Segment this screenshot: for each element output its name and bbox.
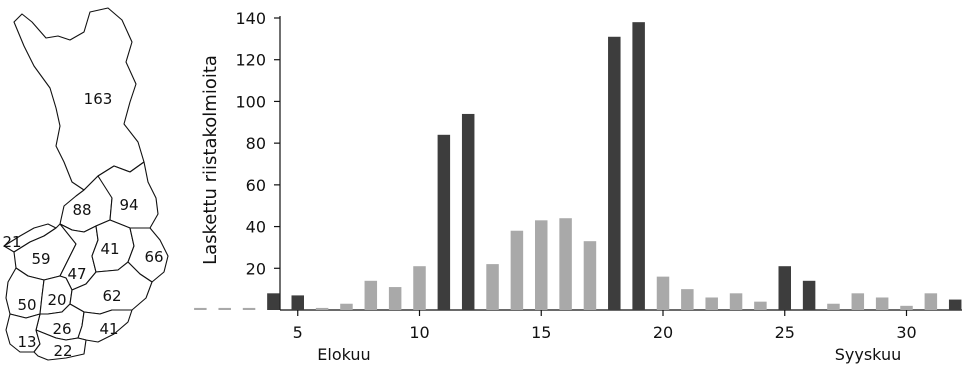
x-tick-label: 5 xyxy=(293,323,303,342)
bar-day-7 xyxy=(340,303,353,310)
y-tick-label: 100 xyxy=(235,92,266,111)
region-label-lappi: 163 xyxy=(84,90,113,108)
region-label-satakunta: 50 xyxy=(17,296,36,314)
bar-day-11 xyxy=(437,134,451,310)
x-tick-label: 15 xyxy=(531,323,551,342)
region-kainuu xyxy=(97,161,159,229)
region-label-etela-savo: 62 xyxy=(102,287,121,305)
y-tick-label: 20 xyxy=(246,259,266,278)
region-uusimaa xyxy=(33,329,87,361)
bar-day-29 xyxy=(875,297,889,310)
bar-day-2 xyxy=(218,307,231,310)
bar-day-5 xyxy=(291,295,304,310)
x-tick-label: 30 xyxy=(896,323,916,342)
y-tick-label: 60 xyxy=(246,176,266,195)
x-tick-label: 25 xyxy=(775,323,795,342)
bar-day-22 xyxy=(705,297,718,310)
bar-day-32 xyxy=(948,299,962,310)
x-tick-label: 20 xyxy=(653,323,673,342)
region-lappi xyxy=(13,7,145,191)
bar-day-17 xyxy=(583,241,597,310)
bar-day-16 xyxy=(559,218,572,310)
region-label-oulu-south: 88 xyxy=(72,201,91,219)
bar-day-26 xyxy=(802,280,816,310)
region-label-pohjois-karjala: 66 xyxy=(144,248,163,266)
y-tick-label: 40 xyxy=(246,218,266,237)
y-axis-title: Laskettu riistakolmioita xyxy=(200,55,221,265)
bar-day-20 xyxy=(656,276,670,310)
finland-map: 163 88 94 21 59 47 41 66 50 20 62 26 41 … xyxy=(2,7,169,361)
bar-day-9 xyxy=(388,287,402,310)
y-tick-label: 120 xyxy=(235,51,266,70)
bar-day-31 xyxy=(924,293,938,310)
x-tick-label: 10 xyxy=(409,323,429,342)
region-label-hame: 26 xyxy=(52,320,71,338)
region-label-kainuu: 94 xyxy=(119,196,138,214)
bar-day-21 xyxy=(681,289,694,310)
bar-day-8 xyxy=(364,280,378,310)
region-label-uusimaa: 22 xyxy=(53,342,72,360)
bars xyxy=(194,22,962,311)
bar-day-1 xyxy=(194,307,207,310)
bar-day-12 xyxy=(461,113,475,310)
bar-day-18 xyxy=(608,36,621,311)
region-pohjois-karjala xyxy=(127,227,169,283)
region-label-pirkanmaa: 20 xyxy=(47,291,66,309)
bar-day-14 xyxy=(510,230,524,310)
month-label: Syyskuu xyxy=(835,345,901,364)
bar-day-24 xyxy=(754,301,767,310)
region-label-keski-suomi: 47 xyxy=(67,265,86,283)
bar-day-27 xyxy=(827,303,840,310)
region-label-pohjanmaa: 21 xyxy=(2,233,21,251)
bar-day-3 xyxy=(242,307,256,310)
x-ticks: 510152025305 xyxy=(293,310,917,342)
bar-day-4 xyxy=(267,293,280,310)
y-ticks: 20 40 60 80 100 120 140 xyxy=(235,9,280,278)
region-label-pohjois-savo: 41 xyxy=(100,240,119,258)
bar-day-15 xyxy=(535,220,548,310)
bar-day-6 xyxy=(315,307,329,310)
bar-day-10 xyxy=(413,266,426,310)
region-label-kaakkois-suomi: 41 xyxy=(99,320,118,338)
bar-day-28 xyxy=(851,293,865,310)
month-label: Elokuu xyxy=(317,345,370,364)
bar-day-23 xyxy=(729,293,743,310)
bar-day-25 xyxy=(778,266,791,310)
bar-day-30 xyxy=(900,305,913,310)
bar-day-19 xyxy=(632,22,645,311)
region-label-etela-pohjanmaa: 59 xyxy=(31,250,50,268)
bar-chart: Laskettu riistakolmioita 20 40 60 80 100 120 1… xyxy=(194,9,962,364)
region-kaakkois-suomi xyxy=(77,309,133,343)
month-labels: Elokuu Syyskuu xyxy=(317,345,901,364)
bar-day-13 xyxy=(486,264,499,310)
y-tick-label: 140 xyxy=(235,9,266,28)
region-label-varsinais-suomi: 13 xyxy=(17,333,36,351)
y-tick-label: 80 xyxy=(246,134,266,153)
